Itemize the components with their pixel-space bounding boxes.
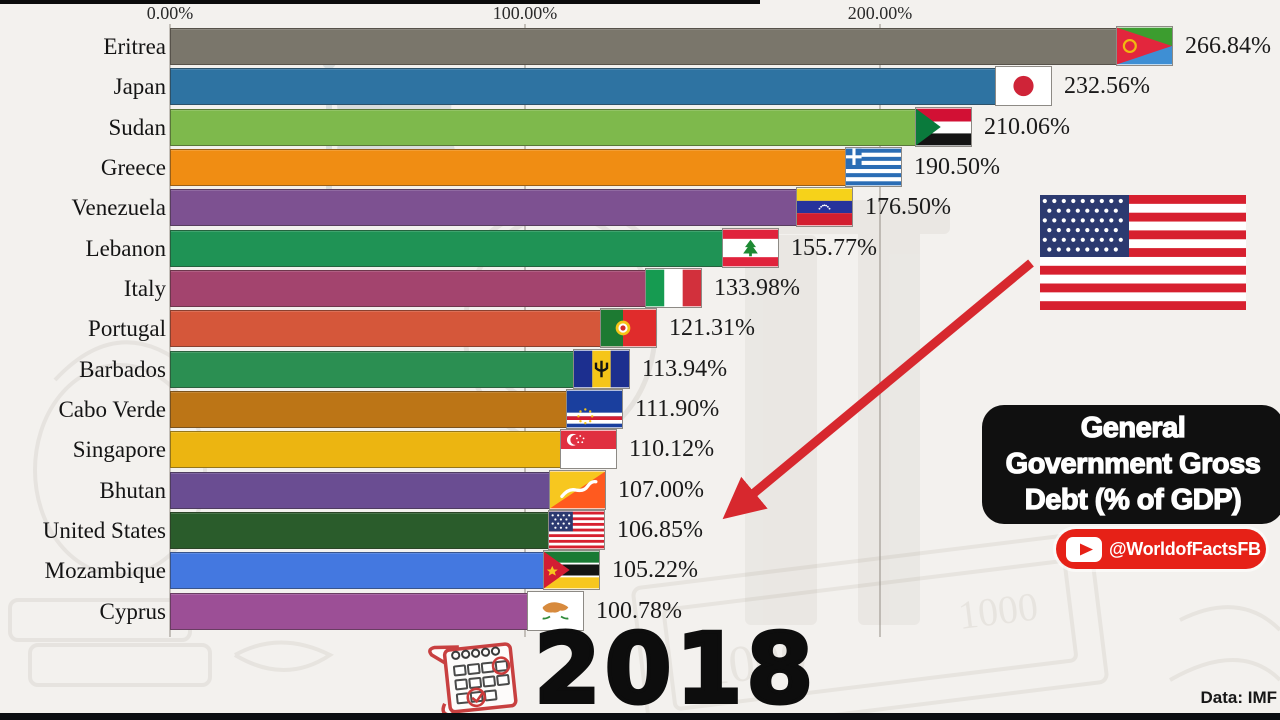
sudan-flag-icon (915, 106, 972, 147)
bar (170, 269, 646, 307)
bar-row: Portugal 121.31% (0, 308, 1280, 349)
title-line: Government Gross (1005, 447, 1261, 480)
bar-row: Lebanon 155.77% (0, 227, 1280, 268)
country-label: Cabo Verde (58, 396, 166, 422)
lebanon-flag-icon (722, 227, 779, 268)
bar-row: Mozambique 105.22% (0, 550, 1280, 591)
country-label: Bhutan (99, 477, 166, 503)
title-line: General (1080, 411, 1186, 444)
bar-row: Venezuela 176.50% (0, 187, 1280, 228)
bar-row: Greece 190.50% (0, 146, 1280, 187)
title-line: Debt (% of GDP) (1024, 483, 1242, 516)
bar-row: Barbados 113.94% (0, 348, 1280, 389)
bar-value-label: 266.84% (1185, 33, 1271, 59)
bar-value-label: 113.94% (642, 355, 728, 382)
bar (170, 189, 797, 227)
mozambique-flag-icon (543, 550, 600, 591)
axis-tick-label: 0.00% (146, 3, 194, 23)
bottom-letterbox-bar (0, 713, 1280, 720)
axis-tick-label: 100.00% (492, 3, 558, 23)
japan-flag-icon (995, 66, 1052, 107)
barbados-flag-icon (573, 348, 630, 389)
channel-handle: @WorldofFactsFB (1109, 538, 1261, 559)
portugal-flag-icon (600, 308, 657, 349)
singapore-flag-icon (560, 429, 617, 470)
italy-flag-icon (645, 267, 702, 308)
country-label: Greece (100, 154, 166, 180)
country-label: Lebanon (85, 235, 166, 261)
bar (170, 229, 723, 267)
united-states-flag-icon (548, 509, 605, 550)
bar (170, 431, 561, 469)
bar (170, 471, 550, 509)
country-label: Italy (123, 275, 166, 301)
bar-row: Cyprus 100.78% (0, 590, 1280, 631)
bar-value-label: 100.78% (596, 597, 682, 624)
bar (170, 390, 567, 428)
country-label: Cyprus (99, 598, 166, 624)
bar-row: Cabo Verde 111.90% (0, 388, 1280, 429)
bar-row: Italy 133.98% (0, 267, 1280, 308)
country-label: Barbados (79, 356, 166, 382)
bar-value-label: 111.90% (635, 395, 720, 422)
youtube-badge: @WorldofFactsFB (1056, 529, 1266, 569)
country-label: Singapore (72, 437, 166, 463)
country-label: Mozambique (44, 558, 166, 584)
data-source-label: Data: IMF (1200, 688, 1278, 707)
bar (170, 310, 601, 348)
bar (170, 350, 574, 388)
greece-flag-icon (845, 146, 902, 187)
bar-row: Japan 232.56% (0, 66, 1280, 107)
bar-value-label: 133.98% (714, 274, 800, 301)
axis-tick-label: 200.00% (847, 3, 913, 23)
country-label: Japan (113, 74, 166, 100)
youtube-play-icon (1066, 536, 1102, 562)
bar (170, 592, 528, 630)
bar-value-label: 232.56% (1064, 73, 1150, 100)
country-label: Portugal (88, 316, 166, 342)
bar (170, 148, 846, 186)
bar-row: Bhutan 107.00% (0, 469, 1280, 510)
bar (170, 68, 996, 106)
bar-value-label: 106.85% (617, 516, 703, 543)
bar-value-label: 121.31% (669, 315, 755, 342)
cyprus-flag-icon (527, 590, 584, 631)
calendar-icon (428, 642, 518, 718)
bar-row: Eritrea 266.84% (0, 26, 1280, 66)
country-label: Venezuela (71, 195, 167, 221)
bar (170, 108, 916, 146)
country-label: Sudan (108, 114, 167, 140)
bhutan-flag-icon (549, 469, 606, 510)
bar (170, 28, 1117, 65)
country-label: Eritrea (103, 34, 166, 59)
bar-value-label: 176.50% (865, 194, 951, 221)
bar-value-label: 190.50% (914, 153, 1000, 180)
bar-value-label: 110.12% (629, 436, 715, 463)
bar-value-label: 107.00% (618, 476, 704, 503)
top-letterbox-bar (0, 0, 760, 4)
cabo-verde-flag-icon (566, 388, 623, 429)
bar-row: Sudan 210.06% (0, 106, 1280, 147)
chart-title-card: General Government Gross Debt (% of GDP) (982, 405, 1280, 524)
bar-value-label: 210.06% (984, 113, 1070, 140)
bar-value-label: 105.22% (612, 557, 698, 584)
eritrea-flag-icon (1116, 26, 1173, 66)
year-label: 2018 (532, 613, 818, 720)
bar-row: Singapore 110.12% (0, 429, 1280, 470)
bar-row: United States 106.85% (0, 509, 1280, 550)
bar (170, 552, 544, 590)
bar (170, 511, 549, 549)
venezuela-flag-icon (796, 187, 853, 228)
bar-value-label: 155.77% (791, 234, 877, 261)
country-label: United States (42, 517, 166, 543)
